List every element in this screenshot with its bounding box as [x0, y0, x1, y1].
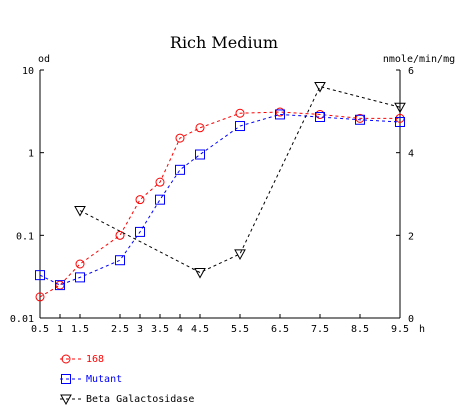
legend-label: Mutant	[86, 374, 122, 385]
data-point	[35, 270, 45, 281]
x-tick-label: 4	[177, 324, 183, 335]
y-right-axis-label: nmole/min/mg	[383, 54, 455, 65]
legend-label: 168	[86, 354, 104, 365]
legend-entry: 168	[60, 354, 104, 365]
series-line	[79, 85, 401, 274]
legend-marker	[61, 354, 71, 364]
series-line	[39, 111, 400, 298]
x-tick-label: 2.5	[111, 324, 129, 335]
x-tick-label: 6.5	[271, 324, 289, 335]
data-point	[135, 226, 145, 237]
chart-title: Rich Medium	[170, 33, 278, 52]
series-2	[35, 109, 405, 291]
x-tick-label: 1	[57, 324, 63, 335]
data-point	[75, 272, 85, 283]
data-point	[315, 112, 325, 123]
data-point	[175, 164, 185, 175]
data-point	[55, 280, 65, 291]
y-right-tick-label: 0	[408, 314, 414, 325]
y-left-tick-label: 0.01	[10, 314, 34, 325]
y-left-axis-label: od	[38, 54, 50, 65]
series-layer	[35, 82, 406, 302]
data-point	[234, 249, 246, 260]
data-point	[155, 194, 165, 205]
data-point	[314, 82, 326, 93]
axes: 0.01 0.1 1 10 0 2 4 6 0.5 1 1.5 2.5 3 3.5 4 4.5 5.5 6.5 7.…	[10, 66, 414, 335]
data-point	[115, 230, 125, 240]
x-tick-label: 5.5	[231, 324, 249, 335]
y-left-tick-label: 0.1	[16, 231, 34, 242]
series-1	[35, 107, 405, 302]
y-left-tick-label: 10	[22, 66, 34, 77]
data-point	[194, 268, 206, 279]
data-point	[355, 114, 365, 125]
x-tick-label: 8.5	[351, 324, 369, 335]
data-point	[75, 259, 85, 269]
data-point	[195, 123, 205, 133]
x-tick-label: 3.5	[151, 324, 169, 335]
y-right-tick-label: 6	[408, 66, 414, 77]
data-point	[175, 133, 185, 143]
x-tick-label: 9.5	[391, 324, 409, 335]
legend: 168 Mutant Beta Galactosidase	[60, 354, 194, 405]
series-3	[74, 82, 406, 279]
legend-entry: Mutant	[60, 374, 122, 385]
data-point	[115, 255, 125, 266]
data-point	[275, 109, 285, 120]
data-point	[135, 195, 145, 205]
data-point	[235, 121, 245, 132]
legend-marker	[61, 374, 71, 384]
series-line	[39, 113, 401, 286]
x-tick-label: 0.5	[31, 324, 49, 335]
legend-marker	[60, 394, 72, 405]
legend-entry: Beta Galactosidase	[60, 394, 194, 405]
x-axis-unit: h	[419, 324, 425, 335]
data-point	[235, 108, 245, 118]
legend-label: Beta Galactosidase	[86, 394, 194, 405]
data-point	[394, 102, 406, 114]
y-right-tick-label: 4	[408, 149, 414, 160]
data-point	[195, 149, 205, 160]
x-tick-label: 3	[137, 324, 143, 335]
x-tick-label: 1.5	[71, 324, 89, 335]
data-point	[35, 292, 45, 302]
data-point	[395, 116, 405, 127]
x-tick-label: 7.5	[311, 324, 329, 335]
data-point	[74, 206, 86, 217]
x-tick-label: 4.5	[191, 324, 209, 335]
y-right-tick-label: 2	[408, 231, 414, 242]
data-point	[155, 177, 165, 187]
y-left-tick-label: 1	[28, 149, 34, 160]
data-point	[55, 280, 65, 290]
